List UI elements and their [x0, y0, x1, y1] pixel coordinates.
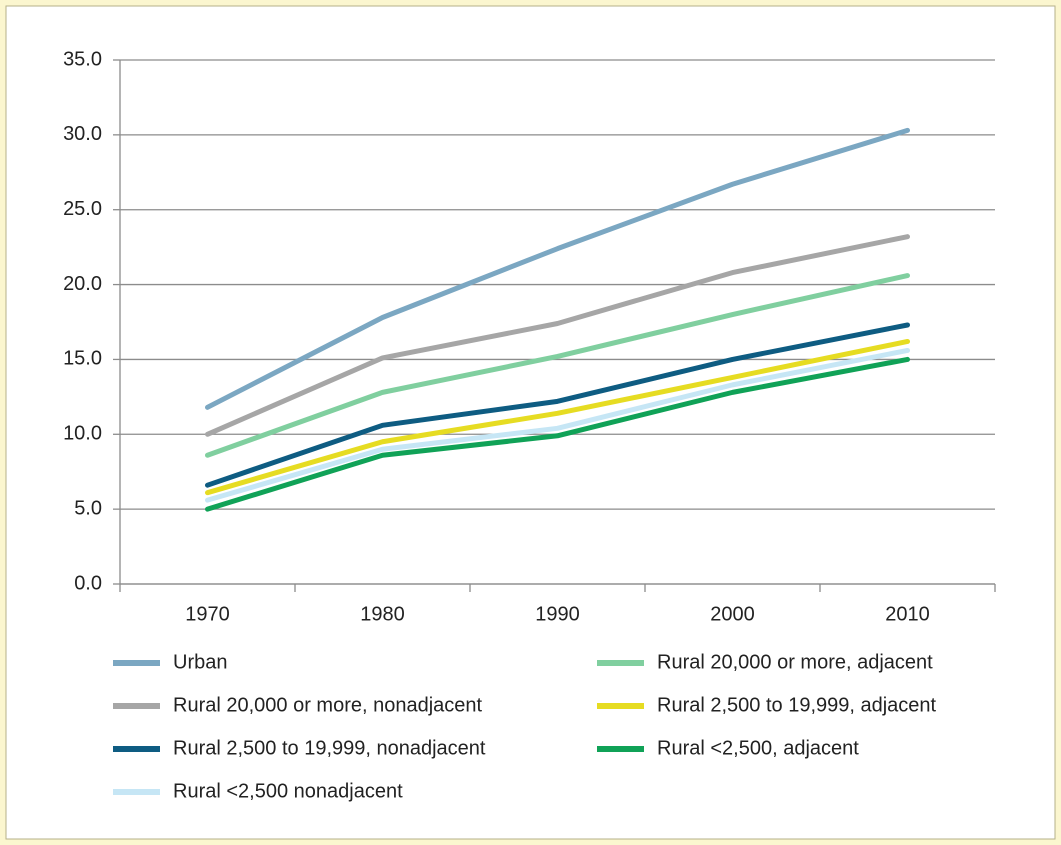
x-tick-label: 1990 — [535, 603, 580, 625]
y-tick-label: 25.0 — [63, 198, 102, 220]
series-line — [205, 356, 910, 512]
y-tick-label: 30.0 — [63, 123, 102, 145]
legend-label: Rural 2,500 to 19,999, adjacent — [657, 694, 937, 716]
series-line — [205, 322, 910, 488]
chart-frame — [5, 5, 1056, 840]
y-tick-label: 5.0 — [74, 497, 102, 519]
legend-label: Rural <2,500 nonadjacent — [173, 780, 403, 802]
y-tick-label: 15.0 — [63, 348, 102, 370]
series-line — [205, 338, 910, 496]
y-tick-label: 10.0 — [63, 423, 102, 445]
x-tick-label: 2010 — [885, 603, 930, 625]
series-line — [205, 347, 910, 503]
legend-label: Rural 2,500 to 19,999, nonadjacent — [173, 737, 486, 759]
y-tick-label: 20.0 — [63, 273, 102, 295]
x-tick-label: 1970 — [185, 603, 230, 625]
legend-label: Urban — [173, 651, 227, 673]
series-line — [205, 127, 910, 410]
series-line — [205, 234, 910, 437]
x-tick-label: 2000 — [710, 603, 755, 625]
legend-label: Rural 20,000 or more, adjacent — [657, 651, 933, 673]
legend-label: Rural 20,000 or more, nonadjacent — [173, 694, 483, 716]
x-tick-label: 1980 — [360, 603, 405, 625]
y-tick-label: 0.0 — [74, 572, 102, 594]
series-line — [205, 273, 910, 458]
y-tick-label: 35.0 — [63, 48, 102, 70]
legend-label: Rural <2,500, adjacent — [657, 737, 859, 759]
